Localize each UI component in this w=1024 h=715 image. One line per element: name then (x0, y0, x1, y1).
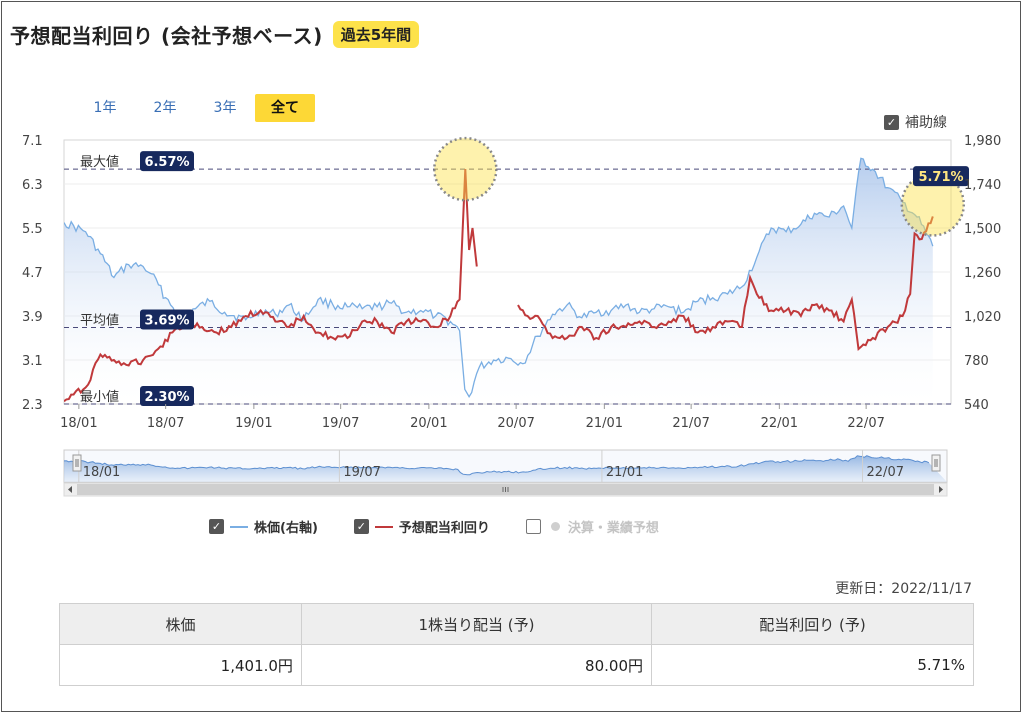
y-left-tick-label: 2.3 (22, 398, 43, 413)
legend-label-earnings: 決算・業績予想 (567, 521, 659, 536)
chart-legend: ✓ 株価(右軸) ✓ 予想配当利回り 決算・業績予想 (209, 517, 695, 536)
range-selector: 1年 2年 3年 全て (75, 94, 315, 122)
table-header-row: 株価 1株当り配当 (予) 配当利回り (予) (59, 603, 974, 645)
x-tick-label: 22/07 (847, 416, 884, 431)
page-title: 予想配当利回り (会社予想ベース) (10, 23, 323, 48)
y-right-tick-label: 540 (964, 398, 989, 413)
legend-item-price[interactable]: ✓ 株価(右軸) (209, 517, 318, 536)
x-tick-label: 21/01 (586, 416, 623, 431)
legend-line-icon (374, 525, 393, 528)
checkbox-icon[interactable]: ✓ (209, 519, 224, 534)
reference-value-badge (140, 309, 194, 330)
updated-date: 更新日：2022/11/17 (835, 581, 972, 597)
x-tick-label: 20/07 (497, 416, 534, 431)
y-right-tick-label: 1,500 (964, 222, 1001, 237)
reference-value-label: 6.57% (144, 155, 189, 170)
dividend-per-share-value: 80.00円 (300, 644, 653, 686)
y-right-tick-label: 1,980 (964, 134, 1001, 149)
legend-item-yield[interactable]: ✓ 予想配当利回り (353, 517, 490, 536)
y-left-tick-label: 6.3 (22, 178, 43, 193)
legend-item-earnings[interactable]: 決算・業績予想 (525, 517, 659, 536)
y-right-tick-label: 1,020 (964, 310, 1001, 325)
y-left-tick-label: 7.1 (22, 134, 43, 149)
max-highlight-circle (433, 136, 498, 202)
y-right-tick-label: 1,260 (964, 266, 1001, 281)
legend-line-icon (230, 525, 248, 528)
reference-value-label: 3.69% (144, 314, 189, 329)
checkbox-icon[interactable]: ✓ (884, 114, 899, 130)
y-left-tick-label: 3.1 (22, 354, 43, 369)
aux-lines-label: 補助線 (905, 115, 947, 131)
navigator-area (64, 455, 947, 482)
dot-icon (550, 522, 560, 531)
checkbox-icon[interactable] (525, 519, 541, 534)
y-left-tick-label: 3.9 (22, 310, 43, 325)
dividend-yield-chart: 最大値 6.57% 平均値 3.69% 最小値 2.30% 5.71% 7.1 6.3 5.5 4… (22, 134, 1001, 497)
navigator-handle-left[interactable] (72, 454, 82, 472)
reference-line-name: 最小値 (80, 389, 119, 405)
range-button-3y[interactable]: 3年 (213, 100, 237, 116)
dividend-yield-value: 5.71% (651, 644, 974, 686)
x-tick-label: 18/01 (60, 416, 97, 431)
summary-table: 株価 1株当り配当 (予) 配当利回り (予) 1,401.0円 80.00円 … (59, 603, 974, 686)
current-value-badge (913, 166, 969, 187)
x-tick-label: 19/01 (235, 416, 272, 431)
range-button-all[interactable]: 全て (255, 94, 315, 122)
navigator-tick-label: 21/01 (606, 465, 643, 480)
checkbox-icon[interactable]: ✓ (353, 519, 369, 534)
x-tick-label: 21/07 (672, 416, 709, 431)
range-button-1y[interactable]: 1年 (93, 100, 117, 116)
reference-value-label: 2.30% (144, 390, 189, 405)
x-tick-label: 18/07 (147, 416, 184, 431)
chevron-right-icon[interactable] (939, 486, 943, 493)
stock-price-value: 1,401.0円 (59, 644, 302, 686)
x-tick-label: 20/01 (410, 416, 447, 431)
y-left-tick-label: 5.5 (22, 222, 43, 237)
period-badge: 過去5年間 (332, 20, 420, 48)
aux-lines-toggle[interactable]: ✓ 補助線 (884, 112, 947, 132)
column-header: 株価 (59, 603, 302, 645)
yield-series-line (517, 216, 934, 351)
title-row: 予想配当利回り (会社予想ベース) 過去5年間 (10, 18, 420, 50)
navigator-tick-label: 19/07 (343, 465, 380, 480)
column-header: 1株当り配当 (予) (300, 603, 653, 645)
current-value-label: 5.71% (918, 170, 963, 185)
reference-value-badge (140, 386, 194, 406)
navigator-tick-label: 22/07 (867, 465, 904, 480)
legend-label-price: 株価(右軸) (254, 521, 318, 536)
legend-label-yield: 予想配当利回り (398, 521, 490, 536)
yield-series-line (64, 169, 478, 403)
navigator-handle-right[interactable] (931, 454, 941, 472)
price-area (64, 158, 933, 404)
reference-line-name: 平均値 (80, 313, 119, 329)
table-row: 1,401.0円 80.00円 5.71% (59, 644, 974, 686)
chevron-left-icon[interactable] (68, 486, 72, 493)
column-header: 配当利回り (予) (651, 603, 974, 645)
reference-value-badge (140, 151, 194, 172)
navigator-line (63, 455, 930, 476)
x-tick-label: 22/01 (761, 416, 798, 431)
navigator-tick-label: 18/01 (83, 465, 120, 480)
range-button-2y[interactable]: 2年 (153, 100, 177, 116)
x-tick-label: 19/07 (322, 416, 359, 431)
reference-line-name: 最大値 (80, 154, 119, 170)
y-right-tick-label: 1,740 (964, 178, 1001, 193)
y-left-tick-label: 4.7 (22, 266, 43, 281)
price-series-line (64, 157, 934, 398)
y-right-tick-label: 780 (964, 354, 989, 369)
